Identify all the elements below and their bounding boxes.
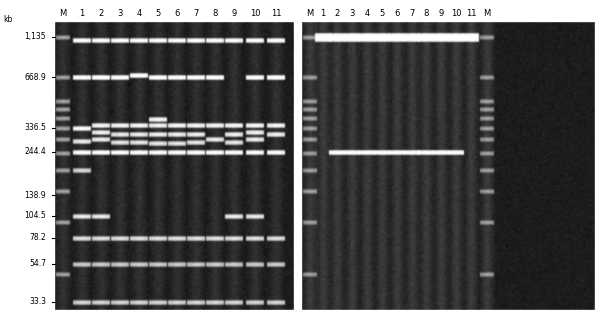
- Text: 4: 4: [364, 10, 370, 19]
- Text: 7: 7: [409, 10, 415, 19]
- Text: 6: 6: [394, 10, 400, 19]
- Text: 11: 11: [271, 10, 281, 19]
- Text: M: M: [59, 10, 67, 19]
- Text: 6: 6: [175, 10, 179, 19]
- Text: 2: 2: [334, 10, 340, 19]
- Text: 5: 5: [379, 10, 385, 19]
- Text: 138.9: 138.9: [25, 190, 46, 199]
- Text: 4: 4: [136, 10, 142, 19]
- Text: 78.2: 78.2: [29, 234, 46, 242]
- Text: 1,135: 1,135: [25, 33, 46, 41]
- Text: M: M: [307, 10, 314, 19]
- Text: 1: 1: [79, 10, 85, 19]
- Bar: [294, 0, 302, 319]
- Text: 8: 8: [424, 10, 428, 19]
- Bar: [0, 0, 600, 22]
- Text: 3: 3: [349, 10, 355, 19]
- Text: 1: 1: [320, 10, 326, 19]
- Text: 10: 10: [250, 10, 260, 19]
- Text: 54.7: 54.7: [29, 259, 46, 269]
- Text: 7: 7: [193, 10, 199, 19]
- Bar: [0, 310, 600, 319]
- Text: 33.3: 33.3: [29, 298, 46, 307]
- Text: M: M: [484, 10, 491, 19]
- Text: 2: 2: [98, 10, 104, 19]
- Text: 9: 9: [232, 10, 236, 19]
- Text: 104.5: 104.5: [24, 211, 46, 220]
- Bar: [0, 0, 55, 319]
- Text: 8: 8: [212, 10, 218, 19]
- Text: 5: 5: [155, 10, 161, 19]
- Text: kb: kb: [3, 14, 13, 24]
- Text: 244.4: 244.4: [24, 147, 46, 157]
- Text: 10: 10: [451, 10, 461, 19]
- Text: 3: 3: [118, 10, 122, 19]
- Bar: [595, 0, 600, 319]
- Text: 9: 9: [439, 10, 443, 19]
- Text: 11: 11: [466, 10, 476, 19]
- Text: 336.5: 336.5: [24, 123, 46, 132]
- Text: 668.9: 668.9: [24, 72, 46, 81]
